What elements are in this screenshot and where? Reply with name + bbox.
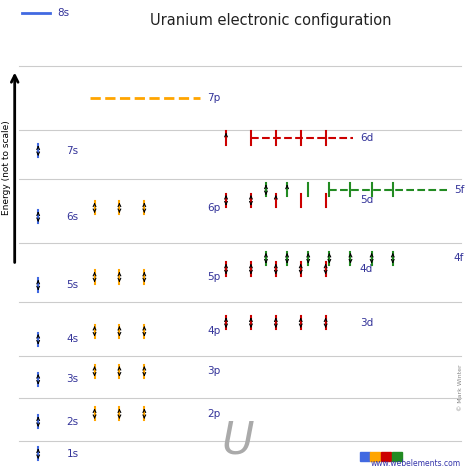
Text: 1s: 1s bbox=[66, 449, 79, 459]
Text: © Mark Winter: © Mark Winter bbox=[458, 365, 464, 411]
Text: 6d: 6d bbox=[360, 133, 373, 143]
Text: 3p: 3p bbox=[207, 366, 220, 376]
Bar bbox=[371, 452, 381, 461]
Bar bbox=[392, 452, 401, 461]
Text: 4d: 4d bbox=[360, 264, 373, 274]
Text: 4f: 4f bbox=[454, 253, 464, 263]
Text: U: U bbox=[221, 419, 254, 462]
Text: 7s: 7s bbox=[66, 146, 79, 156]
Text: 4s: 4s bbox=[66, 334, 79, 344]
Text: 3s: 3s bbox=[66, 374, 79, 384]
Text: 7p: 7p bbox=[207, 93, 220, 103]
Text: 6s: 6s bbox=[66, 212, 79, 222]
Text: 8s: 8s bbox=[57, 8, 69, 18]
Text: 5p: 5p bbox=[207, 272, 220, 282]
Text: 6p: 6p bbox=[207, 203, 220, 213]
Text: Uranium electronic configuration: Uranium electronic configuration bbox=[150, 13, 392, 28]
Text: 5d: 5d bbox=[360, 195, 373, 205]
Bar bbox=[381, 452, 391, 461]
Text: 2p: 2p bbox=[207, 409, 220, 419]
Text: Energy (not to scale): Energy (not to scale) bbox=[2, 120, 11, 215]
Bar bbox=[360, 452, 370, 461]
Text: 3d: 3d bbox=[360, 318, 373, 328]
Text: 5f: 5f bbox=[454, 185, 464, 195]
Text: 2s: 2s bbox=[66, 417, 79, 427]
Text: www.webelements.com: www.webelements.com bbox=[371, 459, 461, 468]
Text: 4p: 4p bbox=[207, 326, 220, 336]
Text: 5s: 5s bbox=[66, 280, 79, 290]
